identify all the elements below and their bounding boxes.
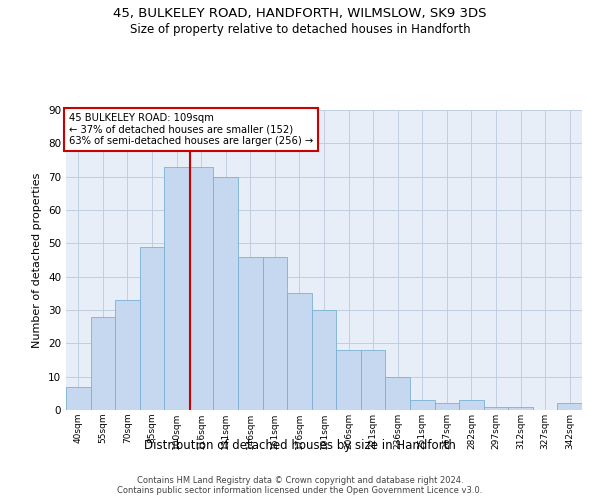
Bar bbox=[459, 400, 484, 410]
Bar bbox=[66, 386, 91, 410]
Bar bbox=[557, 404, 582, 410]
Bar bbox=[361, 350, 385, 410]
Text: 45, BULKELEY ROAD, HANDFORTH, WILMSLOW, SK9 3DS: 45, BULKELEY ROAD, HANDFORTH, WILMSLOW, … bbox=[113, 8, 487, 20]
Text: Size of property relative to detached houses in Handforth: Size of property relative to detached ho… bbox=[130, 22, 470, 36]
Bar bbox=[434, 404, 459, 410]
Text: Distribution of detached houses by size in Handforth: Distribution of detached houses by size … bbox=[144, 440, 456, 452]
Bar bbox=[410, 400, 434, 410]
Bar bbox=[287, 294, 312, 410]
Bar bbox=[385, 376, 410, 410]
Bar bbox=[91, 316, 115, 410]
Y-axis label: Number of detached properties: Number of detached properties bbox=[32, 172, 43, 348]
Text: 45 BULKELEY ROAD: 109sqm
← 37% of detached houses are smaller (152)
63% of semi-: 45 BULKELEY ROAD: 109sqm ← 37% of detach… bbox=[68, 113, 313, 146]
Bar bbox=[484, 406, 508, 410]
Bar bbox=[312, 310, 336, 410]
Bar bbox=[189, 166, 214, 410]
Bar bbox=[336, 350, 361, 410]
Bar bbox=[164, 166, 189, 410]
Bar bbox=[508, 406, 533, 410]
Text: Contains HM Land Registry data © Crown copyright and database right 2024.
Contai: Contains HM Land Registry data © Crown c… bbox=[118, 476, 482, 495]
Bar bbox=[140, 246, 164, 410]
Bar bbox=[263, 256, 287, 410]
Bar bbox=[238, 256, 263, 410]
Bar bbox=[115, 300, 140, 410]
Bar bbox=[214, 176, 238, 410]
